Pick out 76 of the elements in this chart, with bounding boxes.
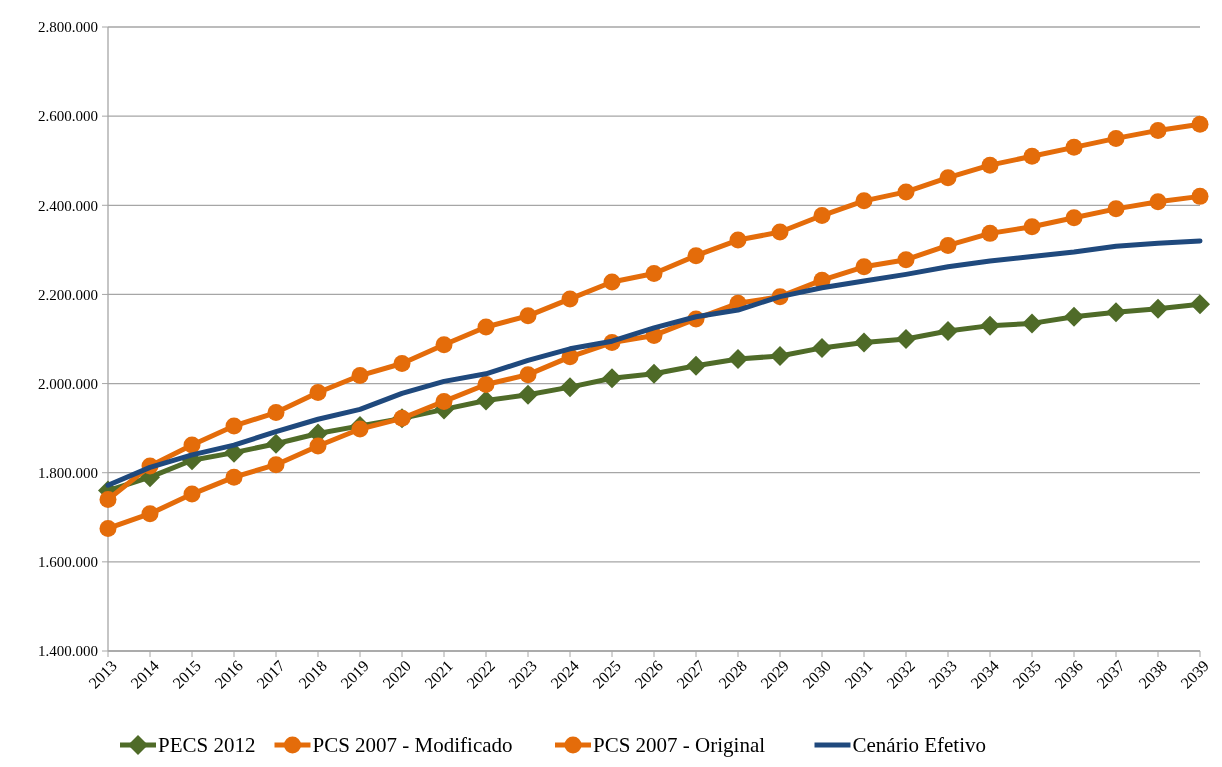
- point: [477, 318, 495, 336]
- point: [938, 320, 958, 341]
- point: [1023, 147, 1041, 165]
- point: [645, 264, 663, 282]
- point: [309, 383, 327, 401]
- point: [812, 337, 832, 358]
- legend-label: PCS 2007 - Original: [593, 733, 766, 758]
- point: [855, 192, 873, 210]
- point: [561, 290, 579, 308]
- point: [267, 456, 285, 474]
- point: [939, 169, 957, 187]
- point: [980, 315, 1000, 336]
- point: [981, 156, 999, 174]
- point: [1191, 187, 1209, 205]
- point: [644, 363, 664, 384]
- point: [476, 390, 496, 411]
- point: [351, 367, 369, 385]
- point: [1023, 218, 1041, 236]
- point: [855, 258, 873, 276]
- legend-label: PCS 2007 - Modificado: [312, 733, 513, 758]
- point: [560, 377, 580, 398]
- point: [1107, 129, 1125, 147]
- point: [1191, 115, 1209, 133]
- point: [771, 223, 789, 241]
- y-tick-label: 2.800.000: [38, 19, 98, 36]
- point: [854, 332, 874, 353]
- y-tick-label: 1.600.000: [38, 554, 98, 571]
- point: [813, 207, 831, 225]
- point: [602, 368, 622, 389]
- point: [99, 490, 117, 508]
- point: [1065, 209, 1083, 227]
- point: [981, 224, 999, 242]
- point: [1149, 121, 1167, 139]
- point: [518, 384, 538, 405]
- point: [351, 420, 369, 438]
- y-tick-label: 2.000.000: [38, 375, 98, 392]
- point: [686, 355, 706, 376]
- point: [1107, 200, 1125, 218]
- y-tick-label: 1.800.000: [38, 464, 98, 481]
- point: [225, 417, 243, 435]
- legend-label: Cenário Efetivo: [852, 733, 987, 758]
- point: [435, 336, 453, 354]
- point: [728, 349, 748, 370]
- point: [266, 433, 286, 454]
- point: [603, 273, 621, 291]
- point: [897, 251, 915, 269]
- point: [99, 519, 117, 537]
- y-tick-label: 2.200.000: [38, 286, 98, 303]
- point: [896, 329, 916, 349]
- point: [1106, 302, 1126, 323]
- point: [770, 345, 790, 366]
- point: [519, 307, 537, 325]
- point: [225, 468, 243, 486]
- point: [141, 505, 159, 523]
- point: [435, 392, 453, 410]
- y-tick-label: 2.400.000: [38, 197, 98, 214]
- point: [183, 436, 201, 454]
- point: [393, 355, 411, 373]
- point: [1022, 313, 1042, 334]
- point: [1190, 294, 1210, 315]
- point: [267, 404, 285, 422]
- point: [519, 366, 537, 384]
- point: [183, 485, 201, 503]
- point: [1149, 193, 1167, 211]
- legend-label: PECS 2012: [158, 733, 256, 758]
- point: [309, 437, 327, 455]
- point: [897, 183, 915, 201]
- point: [729, 231, 747, 249]
- y-tick-label: 1.400.000: [38, 643, 98, 660]
- point: [1065, 138, 1083, 156]
- point: [1064, 306, 1084, 327]
- y-tick-label: 2.600.000: [38, 108, 98, 125]
- point: [687, 247, 705, 265]
- point: [1148, 298, 1168, 319]
- point: [939, 236, 957, 254]
- point: [477, 375, 495, 393]
